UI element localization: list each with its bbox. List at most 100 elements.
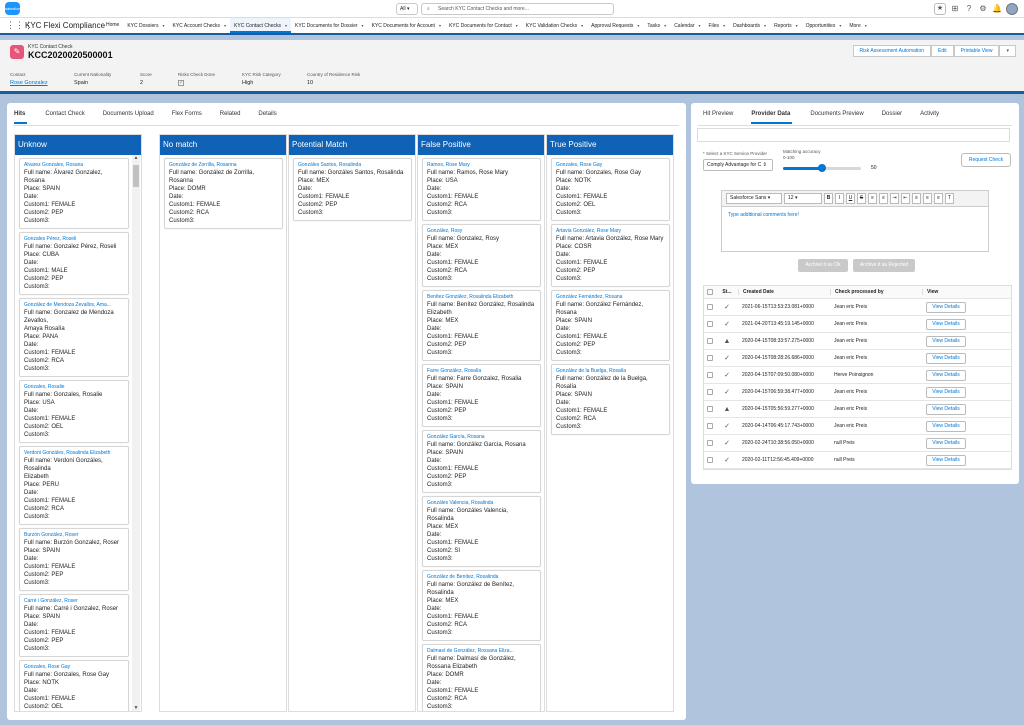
row-checkbox-cell[interactable] [704,423,716,429]
view-details-button[interactable]: View Details [926,352,966,364]
hit-card[interactable]: Artavia González, Rose Mary Full name: Ar… [551,224,670,287]
avatar[interactable] [1006,3,1018,15]
col-processed-by[interactable]: Check processed by [830,289,922,295]
hit-name-link[interactable]: Álvarez Gonzales, Rosana [24,162,84,168]
hit-name-link[interactable]: Gonzales Pérez, Roseli [24,236,77,242]
waffle-icon[interactable]: ⋮⋮⋮ [6,20,33,30]
hit-card[interactable]: Gonzáles Santos, Rosalinda Full name: Gon… [293,158,412,221]
hit-name-link[interactable]: Verdoni Gonzáles, Rosalinda Elizabeth [24,450,111,456]
tab-flex-forms[interactable]: Flex Forms [171,111,202,117]
help-icon[interactable]: ? [966,4,972,13]
hit-card[interactable]: Benítez González, Rosalinda Elizabeth Ful… [422,290,541,361]
scroll-down-icon[interactable]: ▼ [133,705,139,711]
checkbox[interactable] [707,423,713,429]
nav-tab[interactable]: Dashboards ▾ [729,18,770,33]
hit-card[interactable]: González de Benítez, Rosalinda Full name:… [422,570,541,641]
hit-card[interactable]: Gonzales, Rose Gay Full name: Gonzales, R… [19,660,129,711]
hit-name-link[interactable]: Farre González, Rosalía [427,368,482,374]
chevron-down-icon[interactable]: ▾ [839,23,842,28]
font-family-select[interactable]: Salesforce Sans ▾ [726,193,782,204]
chevron-down-icon[interactable]: ▾ [723,23,726,28]
bold-icon[interactable]: B [824,193,833,204]
checkbox[interactable] [707,389,713,395]
chevron-down-icon[interactable]: ▾ [795,23,798,28]
checkbox[interactable] [707,289,713,295]
checkbox[interactable] [707,406,713,412]
archive-rejected-button[interactable]: Archive it as Rejected [853,259,915,272]
checkbox[interactable] [707,338,713,344]
align-left-icon[interactable]: ≡ [912,193,921,204]
hit-name-link[interactable]: González Fernández, Rosana [556,294,623,300]
checkbox[interactable] [707,457,713,463]
nav-tab[interactable]: Approval Requests ▾ [587,18,643,33]
hit-name-link[interactable]: Gonzáles Santos, Rosalinda [298,162,362,168]
nav-tab[interactable]: Calendar ▾ [670,18,704,33]
checkbox[interactable] [707,321,713,327]
accuracy-slider[interactable] [783,164,861,172]
nav-tab[interactable]: Home [102,18,123,33]
tab-related[interactable]: Related [219,111,241,117]
nav-tab[interactable]: KYC Validation Checks ▾ [522,18,587,33]
hit-card[interactable]: Gonzales Pérez, Roseli Full name: Gonzale… [19,232,129,295]
tab-dossier[interactable]: Dossier [881,111,903,117]
view-details-button[interactable]: View Details [926,386,966,398]
row-checkbox-cell[interactable] [704,440,716,446]
edit-button[interactable]: Edit [930,45,954,57]
chevron-down-icon[interactable]: ▾ [664,23,667,28]
nav-tab[interactable]: KYC Contact Checks ▾ [230,18,292,33]
request-check-button[interactable]: Request Check [961,153,1011,167]
archive-ok-button[interactable]: Archive it as Ok [798,259,848,272]
view-details-button[interactable]: View Details [926,369,966,381]
hit-card[interactable]: Gonzales, Rosalie Full name: Gonzales, Ro… [19,380,129,443]
hit-name-link[interactable]: Gonzales, Rose Gay [24,664,71,670]
nav-tab[interactable]: KYC Documents for Dossier ▾ [291,18,368,33]
plus-icon[interactable]: ⊞ [951,4,959,13]
align-center-icon[interactable]: ≡ [923,193,932,204]
nav-tab[interactable]: KYC Dossiers ▾ [123,18,168,33]
nav-tab[interactable]: Files ▾ [705,18,730,33]
view-details-button[interactable]: View Details [926,437,966,449]
row-checkbox-cell[interactable] [704,355,716,361]
nav-tab[interactable]: KYC Documents for Account ▾ [368,18,445,33]
hit-card[interactable]: Burzón González, Roser Full name: Burzón … [19,528,129,591]
hit-name-link[interactable]: Gonzales, Rose Gay [556,162,603,168]
italic-icon[interactable]: I [835,193,844,204]
search-scope-dropdown[interactable]: All ▾ [396,3,418,15]
underline-icon[interactable]: U [846,193,855,204]
nav-tab[interactable]: Tasks ▾ [643,18,670,33]
hit-name-link[interactable]: Carré i González, Roser [24,598,78,604]
hit-name-link[interactable]: Gonzáles Valencia, Rosalinda [427,500,494,506]
chevron-down-icon[interactable]: ▾ [285,23,288,28]
tab-details[interactable]: Details [258,111,277,117]
hit-card[interactable]: González de Zorrilla, Rosanna Full name: … [164,158,283,229]
bulleted-list-icon[interactable]: ≡ [868,193,877,204]
hit-name-link[interactable]: Benítez González, Rosalinda Elizabeth [427,294,514,300]
tab-provider-data[interactable]: Provider Data [751,111,793,124]
chevron-down-icon[interactable]: ▾ [764,23,767,28]
field-value[interactable]: Rose Gonzalez [10,80,48,86]
row-checkbox-cell[interactable] [704,457,716,463]
hit-name-link[interactable]: Burzón González, Roser [24,532,79,538]
chevron-down-icon[interactable]: ▾ [361,23,364,28]
scroll-up-icon[interactable]: ▲ [133,155,139,161]
hit-card[interactable]: González de la Buelga, Rosalía Full name:… [551,364,670,435]
printable-view-button[interactable]: Printable View [953,45,1000,57]
hit-name-link[interactable]: González de Zorrilla, Rosanna [169,162,237,168]
provider-select[interactable]: Comply Advantage for C ⇕ [703,159,773,171]
hit-card[interactable]: González Fernández, Rosana Full name: Gon… [551,290,670,361]
hit-name-link[interactable]: González García, Rosana [427,434,485,440]
slider-knob[interactable] [818,164,826,172]
chevron-down-icon[interactable]: ▾ [864,23,867,28]
tab-documents-preview[interactable]: Documents Preview [810,111,864,117]
chevron-down-icon[interactable]: ▾ [224,23,227,28]
gear-icon[interactable]: ⚙ [979,4,987,13]
clear-format-icon[interactable]: T [945,193,954,204]
hit-name-link[interactable]: Artavia González, Rose Mary [556,228,622,234]
checkbox[interactable] [707,355,713,361]
view-details-button[interactable]: View Details [926,335,966,347]
outdent-icon[interactable]: ⇤ [901,193,910,204]
chevron-down-icon[interactable]: ▾ [438,23,441,28]
tab-hits[interactable]: Hits [14,111,28,124]
col-created-date[interactable]: Created Date [738,289,830,295]
hit-card[interactable]: Verdoni Gonzáles, Rosalinda Elizabeth Ful… [19,446,129,525]
